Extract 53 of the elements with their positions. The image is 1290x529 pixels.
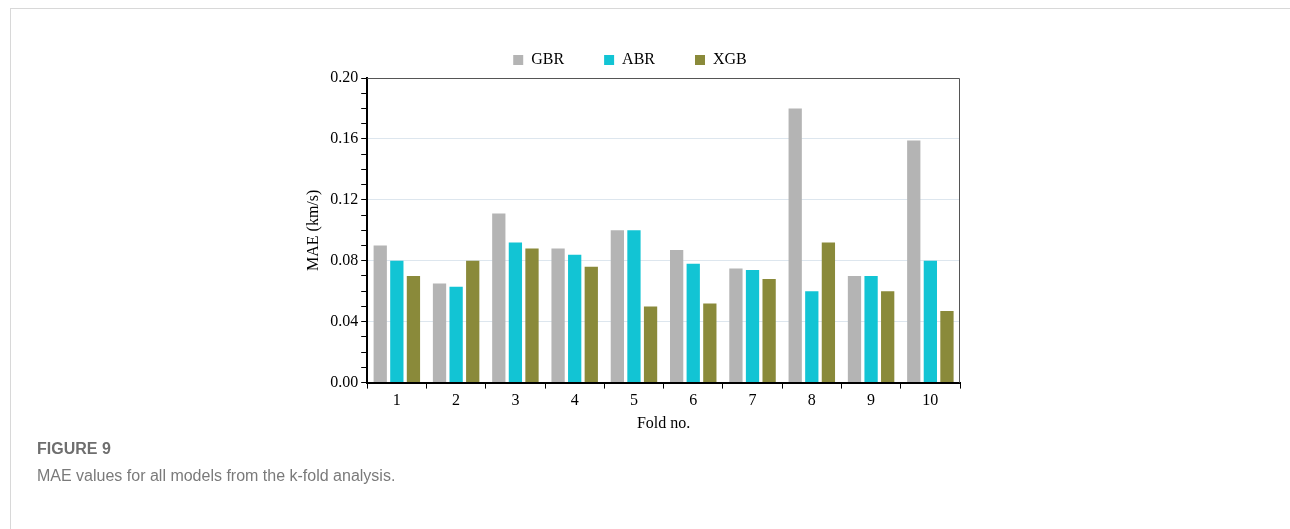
caption: FIGURE 9 bbox=[37, 440, 112, 458]
x-tick-label: 5 bbox=[629, 391, 638, 409]
legend-label: XGB bbox=[713, 50, 747, 68]
y-tick-label: 0.00 bbox=[330, 372, 359, 390]
bar bbox=[627, 230, 641, 383]
bar bbox=[670, 250, 684, 383]
bar bbox=[584, 266, 598, 383]
bar bbox=[923, 260, 937, 383]
y-tick-label: 0.12 bbox=[330, 190, 359, 208]
bar bbox=[525, 248, 539, 383]
bar bbox=[805, 291, 819, 383]
bar bbox=[703, 303, 717, 383]
bar bbox=[643, 306, 658, 383]
y-tick-label: 0.04 bbox=[330, 311, 359, 329]
bar bbox=[940, 311, 954, 383]
bar bbox=[492, 213, 506, 383]
bar bbox=[551, 248, 565, 383]
bar bbox=[432, 283, 447, 383]
bar bbox=[406, 275, 421, 383]
bar bbox=[847, 275, 862, 383]
bar bbox=[821, 242, 836, 383]
bar bbox=[864, 275, 878, 383]
x-tick-label: 8 bbox=[807, 391, 816, 409]
x-tick-label: 6 bbox=[689, 391, 698, 409]
y-tick-label: 0.16 bbox=[330, 129, 359, 147]
x-tick-label: 9 bbox=[867, 391, 876, 409]
bar bbox=[881, 291, 895, 383]
x-tick-label: 10 bbox=[922, 391, 939, 409]
y-tick-label: 0.08 bbox=[330, 250, 359, 268]
bar bbox=[373, 245, 387, 383]
bar bbox=[449, 286, 463, 383]
x-axis-title: Fold no. bbox=[636, 413, 691, 431]
bar bbox=[729, 268, 743, 383]
bar bbox=[745, 269, 760, 383]
bar bbox=[610, 230, 624, 383]
x-tick-label: 1 bbox=[392, 391, 401, 409]
bar bbox=[466, 260, 480, 383]
y-axis-title: MAE (km/s) bbox=[303, 189, 322, 271]
text: MAE values for all models from the k-fold analysis. bbox=[37, 467, 396, 485]
bar bbox=[568, 254, 582, 383]
y-tick-label: 0.20 bbox=[330, 68, 359, 86]
bar bbox=[762, 279, 776, 383]
x-tick-label: 3 bbox=[511, 391, 520, 409]
x-tick-label: 2 bbox=[452, 391, 461, 409]
bar bbox=[788, 108, 802, 383]
bar bbox=[508, 242, 523, 383]
legend-label: ABR bbox=[622, 50, 656, 68]
bar bbox=[907, 140, 921, 383]
bar bbox=[390, 260, 404, 383]
x-tick-label: 4 bbox=[570, 391, 579, 409]
x-tick-label: 7 bbox=[748, 391, 757, 409]
legend-label: GBR bbox=[531, 50, 565, 68]
bar bbox=[686, 263, 700, 383]
